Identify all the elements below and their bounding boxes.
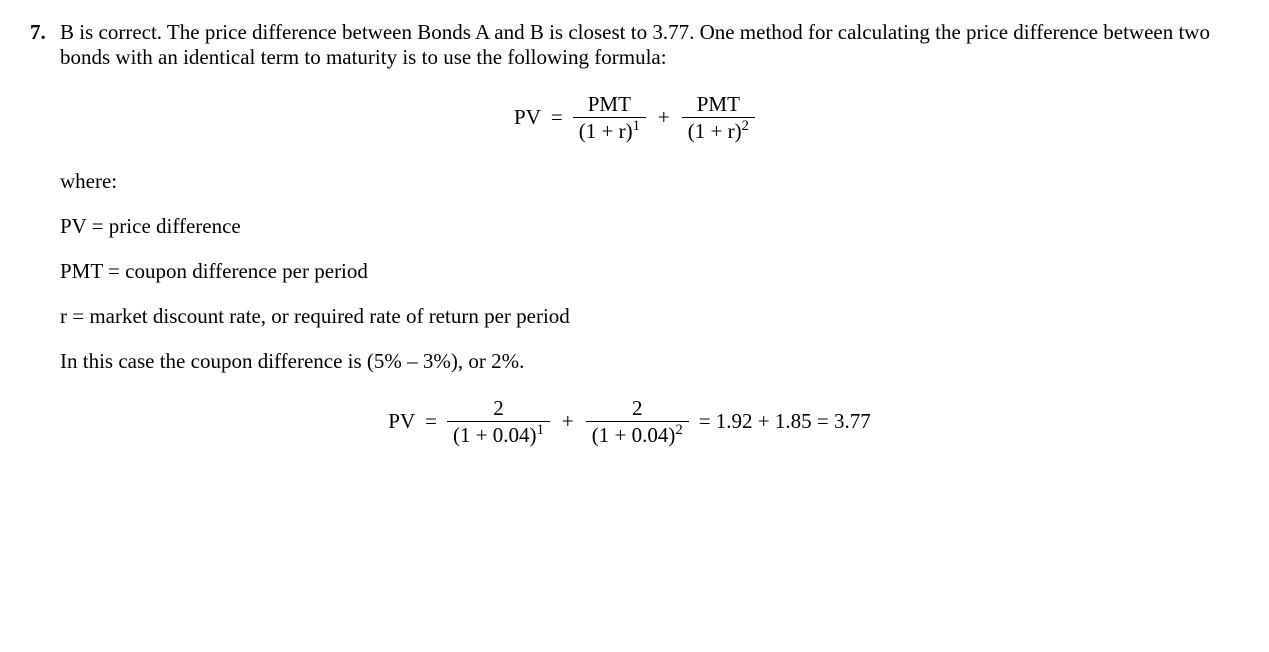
fraction-term-2: 2 (1 + 0.04)2 (586, 396, 689, 447)
plus-sign: + (550, 409, 586, 434)
formula-lhs: PV (388, 409, 415, 434)
den-base: (1 + 0.04) (592, 423, 676, 447)
denominator: (1 + r)2 (682, 117, 755, 143)
formula-lhs: PV (514, 105, 541, 130)
formula-pv-general: PV = PMT (1 + r)1 + PMT (1 + r)2 (30, 92, 1239, 143)
den-base: (1 + r) (688, 119, 742, 143)
numerator: 2 (487, 396, 510, 421)
numerator: PMT (582, 92, 637, 117)
plus-sign: + (646, 105, 682, 130)
den-base: (1 + r) (579, 119, 633, 143)
coupon-difference-note: In this case the coupon difference is (5… (60, 349, 1239, 374)
numerator: PMT (691, 92, 746, 117)
question-text: B is correct. The price difference betwe… (60, 20, 1239, 70)
fraction-term-1: 2 (1 + 0.04)1 (447, 396, 550, 447)
den-exp: 1 (633, 118, 640, 134)
question-number: 7. (30, 20, 60, 45)
denominator: (1 + r)1 (573, 117, 646, 143)
denominator: (1 + 0.04)2 (586, 421, 689, 447)
fraction-term-1: PMT (1 + r)1 (573, 92, 646, 143)
formula-pv-numeric: PV = 2 (1 + 0.04)1 + 2 (1 + 0.04)2 = 1.9… (30, 396, 1239, 447)
definition-pv: PV = price difference (60, 214, 1239, 239)
numerator: 2 (626, 396, 649, 421)
equals-sign: = (541, 105, 573, 130)
den-exp: 2 (742, 118, 749, 134)
equals-sign: = (415, 409, 447, 434)
where-heading: where: (60, 169, 1239, 194)
definition-pmt: PMT = coupon difference per period (60, 259, 1239, 284)
fraction-term-2: PMT (1 + r)2 (682, 92, 755, 143)
question-block: 7. B is correct. The price difference be… (30, 20, 1239, 70)
definition-r: r = market discount rate, or required ra… (60, 304, 1239, 329)
denominator: (1 + 0.04)1 (447, 421, 550, 447)
result: = 1.92 + 1.85 = 3.77 (689, 409, 881, 434)
den-exp: 2 (675, 422, 682, 438)
den-exp: 1 (537, 422, 544, 438)
den-base: (1 + 0.04) (453, 423, 537, 447)
where-block: where: PV = price difference PMT = coupo… (60, 169, 1239, 374)
